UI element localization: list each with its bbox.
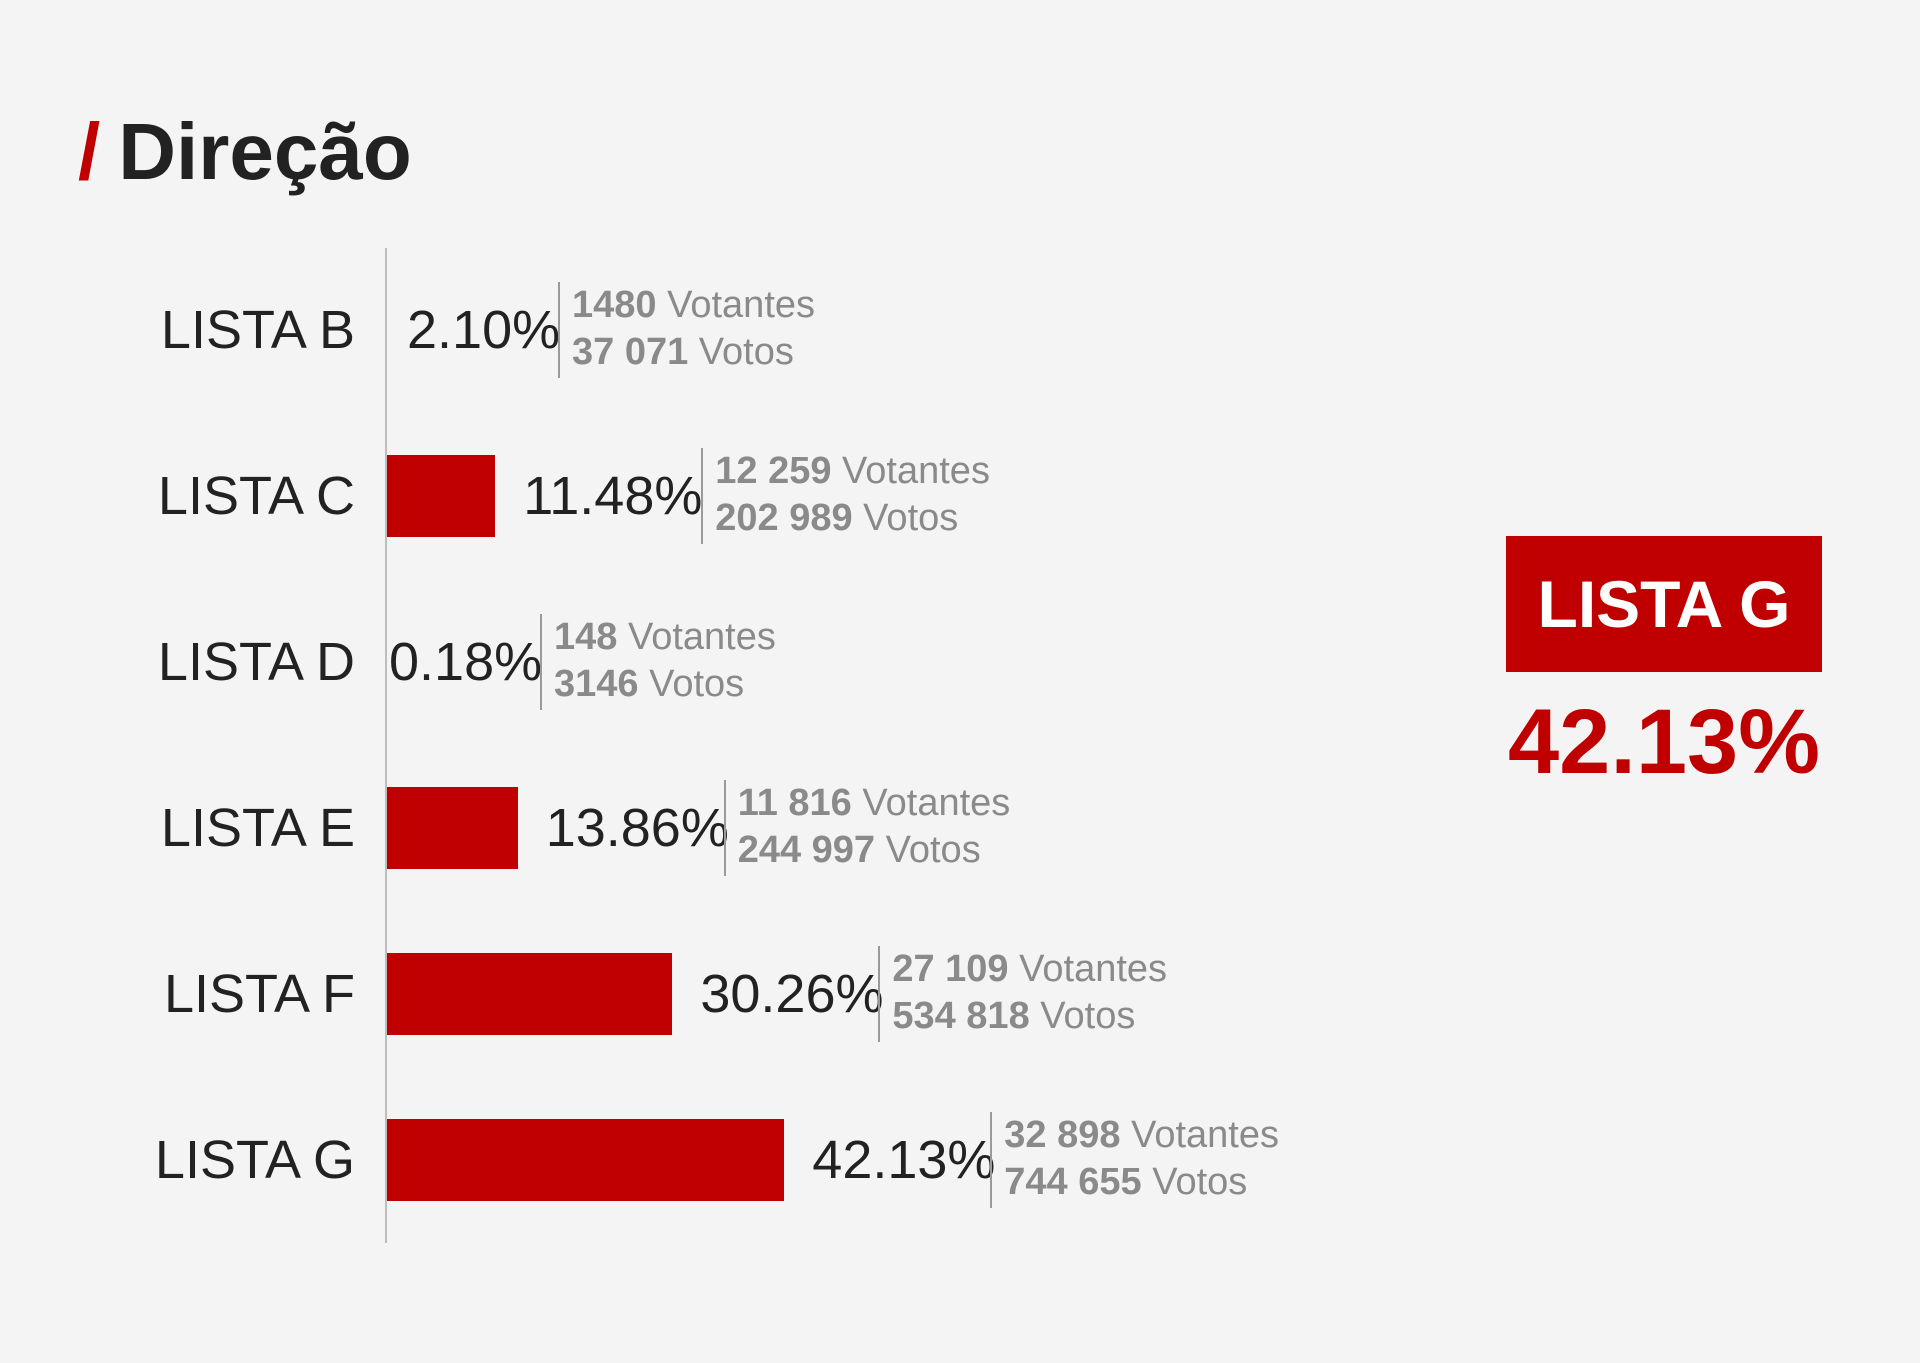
votos-line: 534 818 Votos: [892, 993, 1167, 1040]
votantes-line: 32 898 Votantes: [1004, 1112, 1279, 1159]
category-label: LISTA F: [163, 964, 355, 1024]
votos-count: 3146: [554, 663, 639, 705]
row-separator: [990, 1112, 993, 1208]
bar-lista-f: [387, 953, 673, 1035]
category-label: LISTA B: [160, 300, 355, 360]
votantes-label: Votantes: [831, 450, 990, 492]
row-separator: [558, 282, 560, 378]
votos-count: 202 989: [715, 497, 853, 539]
votos-label: Votos: [1029, 995, 1136, 1037]
category-label: LISTA C: [157, 466, 355, 526]
votos-count: 244 997: [737, 829, 876, 871]
votantes-line: 12 259 Votantes: [715, 448, 990, 495]
winner-badge: LISTA G: [1506, 536, 1822, 672]
votantes-label: Votantes: [617, 616, 776, 658]
value-label: 13.86%: [545, 798, 729, 858]
vote-stats: 148 Votantes 3146 Votos: [554, 614, 776, 708]
bar-lista-g: [387, 1119, 785, 1201]
row-separator: [723, 780, 726, 876]
vote-stats: 32 898 Votantes 744 655 Votos: [1004, 1112, 1279, 1206]
votantes-label: Votantes: [1008, 948, 1168, 990]
votantes-line: 27 109 Votantes: [892, 946, 1167, 993]
title-slash: /: [78, 107, 101, 196]
value-label: 0.18%: [389, 632, 543, 692]
vote-stats: 12 259 Votantes 202 989 Votos: [715, 448, 990, 542]
votos-count: 744 655: [1004, 1161, 1142, 1203]
votos-label: Votos: [852, 497, 959, 539]
title-text: Direção: [118, 107, 412, 196]
vote-stats: 27 109 Votantes 534 818 Votos: [892, 946, 1167, 1040]
page-title: / Direção: [78, 112, 412, 192]
bar-lista-e: [387, 787, 518, 869]
category-label: LISTA D: [157, 632, 355, 692]
votantes-count: 1480: [572, 284, 657, 326]
bar-lista-c: [387, 455, 496, 537]
votos-label: Votos: [688, 331, 794, 373]
votantes-line: 11 816 Votantes: [738, 780, 1011, 827]
vote-stats: 11 816 Votantes 244 997 Votos: [738, 780, 1011, 874]
value-label: 42.13%: [812, 1130, 996, 1190]
votos-line: 744 655 Votos: [1004, 1159, 1279, 1206]
votos-label: Votos: [875, 829, 981, 871]
winner-percentage: 42.13%: [1507, 691, 1821, 793]
votos-line: 3146 Votos: [554, 661, 776, 708]
value-label: 30.26%: [700, 964, 884, 1024]
votantes-count: 27 109: [892, 948, 1009, 990]
category-label: LISTA G: [154, 1130, 355, 1190]
votantes-line: 1480 Votantes: [572, 282, 815, 329]
value-label: 2.10%: [407, 300, 561, 360]
value-label: 11.48%: [523, 466, 703, 526]
votos-label: Votos: [1141, 1161, 1248, 1203]
row-separator: [701, 448, 704, 544]
row-separator: [540, 614, 542, 710]
chart-axis-line: [385, 248, 387, 1243]
votos-count: 534 818: [892, 995, 1030, 1037]
votantes-label: Votantes: [1120, 1114, 1279, 1156]
votantes-count: 148: [554, 616, 618, 658]
votantes-count: 32 898: [1004, 1114, 1121, 1156]
votos-line: 244 997 Votos: [738, 827, 1011, 874]
votos-count: 37 071: [572, 331, 689, 373]
votantes-label: Votantes: [656, 284, 816, 326]
votantes-count: 12 259: [715, 450, 832, 492]
votos-line: 37 071 Votos: [572, 329, 815, 376]
category-label: LISTA E: [160, 798, 355, 858]
votos-line: 202 989 Votos: [715, 495, 990, 542]
votantes-label: Votantes: [851, 782, 1011, 824]
votantes-line: 148 Votantes: [554, 614, 776, 661]
row-separator: [878, 946, 881, 1042]
votantes-count: 11 816: [737, 782, 852, 824]
votos-label: Votos: [638, 663, 745, 705]
vote-stats: 1480 Votantes 37 071 Votos: [572, 282, 815, 376]
